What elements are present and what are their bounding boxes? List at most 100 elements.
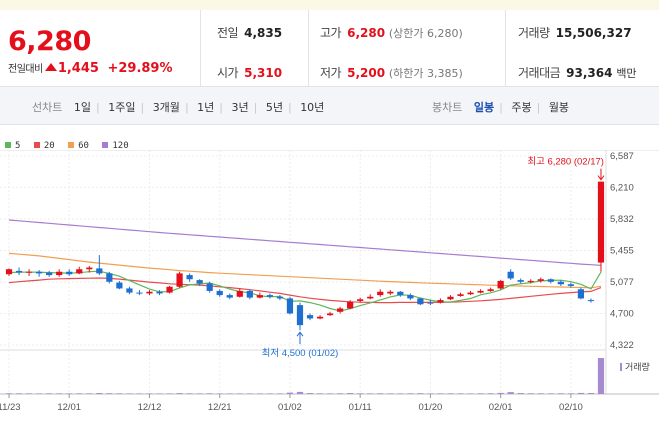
candle-body <box>497 280 504 289</box>
candle-body <box>5 269 13 275</box>
volume-bar <box>196 393 203 394</box>
period-3m[interactable]: 3개월 <box>152 101 180 114</box>
x-tick-label: 12/12 <box>138 402 162 413</box>
volume-bar <box>557 393 564 394</box>
volume-bar <box>547 393 554 394</box>
candle-body <box>226 295 233 298</box>
quote-cell-low: 저가 5,200 (하한가 3,385) <box>320 66 463 80</box>
volume-bar <box>25 393 33 394</box>
candle-body <box>36 271 43 274</box>
y-tick-label: 5,832 <box>610 214 634 225</box>
volume-bar <box>296 391 304 394</box>
period-5y[interactable]: 5년 <box>265 101 283 114</box>
volume-bar <box>5 393 13 394</box>
candle-body <box>557 281 564 285</box>
legend-ma5: 5 <box>5 141 20 151</box>
volume-bar <box>597 358 605 394</box>
candle-body <box>76 269 83 274</box>
period-1w[interactable]: 1주일 <box>108 101 136 114</box>
y-tick-label: 5,077 <box>610 277 634 288</box>
candle-body <box>196 280 203 284</box>
volume-bar <box>457 393 464 394</box>
top-strip <box>0 0 659 10</box>
volume-bar <box>527 393 534 394</box>
volume-bar <box>477 393 484 394</box>
volume-bar <box>246 393 253 394</box>
period-10y[interactable]: 10년 <box>300 101 325 114</box>
current-price: 6,280 <box>8 26 91 57</box>
volume-bar <box>156 393 163 394</box>
candle-body <box>437 300 444 303</box>
ma5-line <box>8 270 602 312</box>
candle-body <box>567 284 574 286</box>
candle-weekly[interactable]: 주봉 <box>511 101 532 114</box>
volume-bar <box>497 392 504 394</box>
low-arrow-head <box>296 331 304 337</box>
candle-body <box>587 300 595 302</box>
volume-bar <box>567 393 574 394</box>
x-tick-label: 01/02 <box>278 402 302 413</box>
candle-body <box>527 280 534 282</box>
x-tick-label: 11/23 <box>0 402 21 413</box>
volume-bar <box>106 393 113 394</box>
legend-ma60: 60 <box>68 141 89 151</box>
x-tick-label: 12/21 <box>208 402 232 413</box>
volume-bar <box>537 393 544 394</box>
volume-bar <box>166 393 173 394</box>
volume-bar <box>86 393 93 394</box>
candle-body <box>316 316 324 319</box>
y-tick-label: 6,587 <box>610 151 634 162</box>
volume-bar <box>306 393 314 394</box>
candle-body <box>176 273 183 287</box>
quote-cell-open: 시가 5,310 <box>217 66 283 80</box>
volume-bar <box>367 393 374 394</box>
x-tick-label: 12/01 <box>57 402 81 413</box>
candle-body <box>337 308 344 312</box>
change-label: 전일대비 <box>8 64 43 75</box>
y-tick-label: 6,210 <box>610 182 634 193</box>
candle-body <box>146 291 153 294</box>
quote-cell-high: 고가 6,280 (상한가 6,280) <box>320 26 463 40</box>
volume-bar <box>507 392 514 394</box>
ma120-line <box>8 219 602 266</box>
candle-body <box>106 273 113 282</box>
volume-bar <box>417 393 424 394</box>
candle-body <box>387 291 394 294</box>
period-1y[interactable]: 1년 <box>197 101 215 114</box>
candle-body <box>66 271 73 275</box>
volume-bar <box>407 393 414 394</box>
candle-body <box>507 271 514 279</box>
divider <box>308 10 309 87</box>
y-tick-label: 5,455 <box>610 245 634 256</box>
candle-body <box>467 292 474 295</box>
high-arrow-head <box>597 175 605 181</box>
candle-body <box>417 298 424 305</box>
period-1d[interactable]: 1일 <box>73 101 91 114</box>
candle-body <box>56 271 63 276</box>
volume-bar <box>427 393 434 394</box>
volume-bar <box>256 393 263 394</box>
y-tick-label: 4,700 <box>610 308 634 319</box>
volume-bar <box>186 393 193 394</box>
legend-ma120: 120 <box>102 141 129 151</box>
candle-daily[interactable]: 일봉 <box>473 101 495 114</box>
high-price-annotation: 최고 6,280 (02/17) <box>527 157 604 168</box>
volume-bar <box>276 393 284 394</box>
candle-monthly[interactable]: 월봉 <box>548 101 570 114</box>
candle-body <box>547 279 554 282</box>
volume-bar <box>286 392 294 394</box>
volume-bar <box>387 393 394 394</box>
candle-body <box>577 289 585 299</box>
up-triangle-icon <box>44 63 57 71</box>
candle-body <box>86 267 93 270</box>
change-row: 전일대비 1,445 +29.89% <box>8 60 173 76</box>
candle-body <box>216 290 223 296</box>
volume-bar <box>397 393 404 394</box>
volume-bar <box>136 393 143 394</box>
quote-cell-prev-close: 전일 4,835 <box>217 26 283 40</box>
line-chart-label: 선차트 <box>32 101 63 114</box>
period-3y[interactable]: 3년 <box>231 101 249 114</box>
x-tick-label: 02/10 <box>559 402 583 413</box>
candle-body <box>367 296 374 299</box>
candle-body <box>256 295 263 298</box>
